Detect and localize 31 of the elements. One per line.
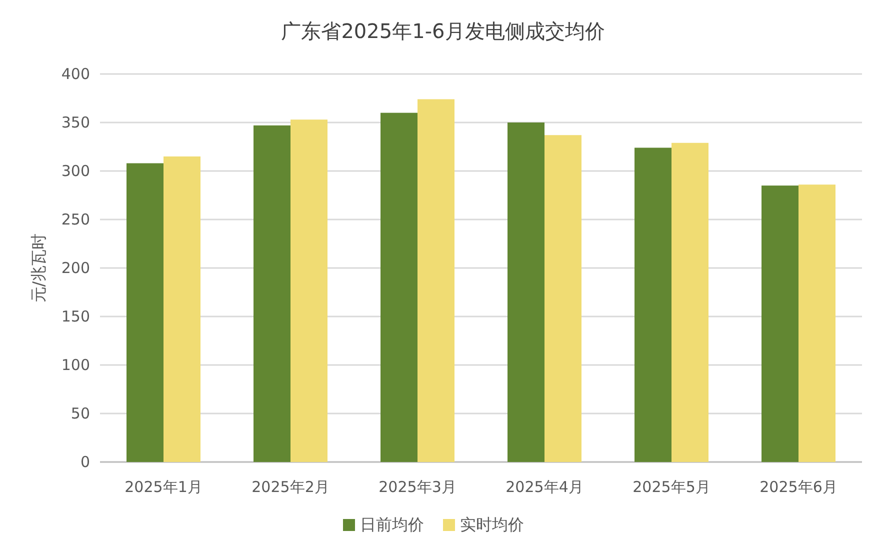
y-axis-title: 元/兆瓦时 bbox=[29, 233, 48, 303]
y-tick-label: 250 bbox=[61, 210, 90, 228]
bar bbox=[762, 186, 798, 462]
x-tick-label: 2025年3月 bbox=[378, 478, 456, 496]
bar bbox=[418, 99, 454, 462]
x-tick-label: 2025年1月 bbox=[124, 478, 202, 496]
x-tick-label: 2025年5月 bbox=[632, 478, 710, 496]
y-tick-label: 400 bbox=[61, 65, 90, 83]
y-tick-label: 50 bbox=[70, 404, 90, 422]
x-tick-label: 2025年2月 bbox=[252, 478, 330, 496]
y-tick-label: 100 bbox=[61, 356, 90, 374]
bar bbox=[672, 142, 708, 462]
x-tick-label: 2025年6月 bbox=[760, 478, 838, 496]
bar bbox=[254, 125, 290, 462]
chart-title: 广东省2025年1-6月发电侧成交均价 bbox=[281, 19, 605, 43]
bar bbox=[290, 120, 328, 462]
bar bbox=[544, 135, 582, 462]
legend-label: 日前均价 bbox=[360, 515, 424, 534]
bar bbox=[126, 163, 164, 462]
legend-label: 实时均价 bbox=[460, 515, 524, 534]
y-tick-label: 150 bbox=[61, 308, 90, 326]
bar bbox=[380, 112, 418, 462]
y-tick-label: 200 bbox=[61, 259, 90, 277]
bar bbox=[508, 122, 544, 462]
y-tick-label: 350 bbox=[61, 114, 90, 132]
y-tick-label: 300 bbox=[61, 162, 90, 180]
y-tick-label: 0 bbox=[80, 453, 90, 471]
x-tick-label: 2025年4月 bbox=[506, 478, 584, 496]
bar bbox=[798, 184, 836, 462]
bar bbox=[634, 148, 672, 462]
bar bbox=[164, 156, 200, 462]
